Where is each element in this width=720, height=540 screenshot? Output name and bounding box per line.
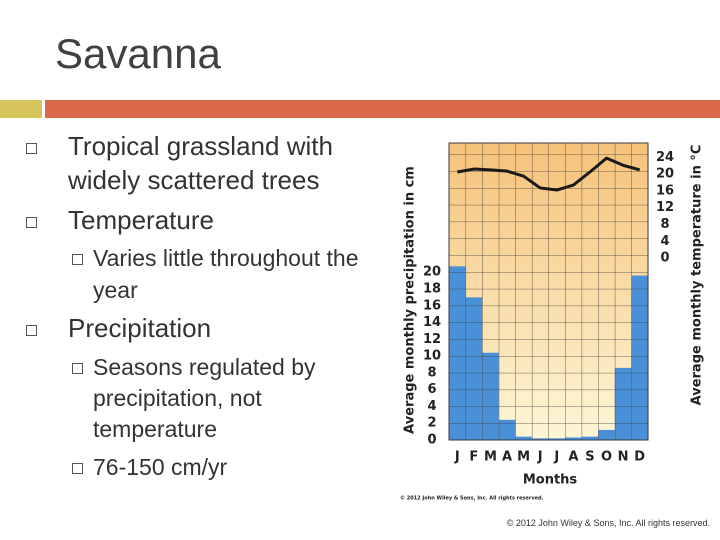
bullet: Temperature: [20, 204, 380, 238]
bullet: Varies little throughout the year: [20, 243, 380, 306]
y2-tick-label: 8: [660, 217, 669, 232]
y-tick-label: 4: [427, 399, 436, 414]
bullet-text: Varies little throughout the year: [93, 245, 359, 303]
x-tick-label: M: [517, 450, 530, 465]
x-tick-label: D: [634, 450, 645, 465]
x-tick-label: J: [537, 450, 543, 465]
y2-tick-label: 24: [656, 150, 674, 165]
y-tick-label: 18: [423, 281, 441, 296]
bullet-marker: [26, 324, 37, 336]
y2-tick-label: 0: [660, 251, 669, 266]
bullet-marker: [72, 254, 83, 266]
temperature-line: [457, 156, 641, 192]
bullet: Precipitation: [20, 312, 380, 346]
slide-title: Savanna: [55, 30, 221, 77]
bullet-marker: [26, 216, 37, 228]
x-tick-label: A: [502, 450, 512, 465]
y-tick-label: 20: [423, 265, 441, 280]
bullet-text: Seasons regulated by precipitation, not …: [93, 353, 316, 443]
y2-tick-label: 16: [656, 183, 674, 198]
y2-tick-label: 4: [660, 234, 669, 249]
y-tick-label: 0: [427, 433, 436, 448]
bullet: 76-150 cm/yr: [20, 452, 380, 483]
y-tick-label: 2: [427, 416, 436, 431]
bullet-text: Temperature: [68, 204, 214, 235]
bullet-text: Tropical grassland with widely scattered…: [68, 131, 333, 195]
bullet-list: Tropical grassland with widely scattered…: [20, 130, 380, 489]
x-tick-label: A: [568, 450, 578, 465]
plot-grid: [448, 142, 649, 441]
chart-credit: © 2012 John Wiley & Sons, Inc. All right…: [400, 496, 544, 502]
x-tick-label: F: [469, 450, 478, 465]
y-tick-label: 6: [427, 382, 436, 397]
x-tick-label: M: [484, 450, 497, 465]
footer: © 2012 John Wiley & Sons, Inc. All right…: [506, 518, 710, 528]
y2-tick-label: 12: [656, 200, 674, 215]
x-tick-label: J: [454, 450, 460, 465]
bullet: Seasons regulated by precipitation, not …: [20, 352, 380, 446]
x-tick-label: S: [585, 450, 594, 465]
x-tick-label: O: [601, 450, 612, 465]
y-axis-title: Average monthly precipitation in cm: [403, 166, 418, 434]
y2-axis-title: Average monthly temperature in °C: [690, 145, 705, 406]
bullet-marker: [26, 143, 37, 154]
bullet: Tropical grassland with widely scattered…: [20, 130, 380, 198]
bullet-text: Precipitation: [68, 312, 212, 343]
y2-tick-label: 20: [656, 167, 674, 182]
accent-bar: [0, 100, 42, 118]
y-tick-label: 16: [423, 298, 441, 313]
bullet-marker: [72, 462, 83, 474]
y-tick-label: 8: [427, 365, 436, 380]
bullet-marker: [72, 362, 83, 374]
x-tick-label: N: [618, 450, 629, 465]
x-axis-title: Months: [523, 473, 578, 488]
x-tick-label: J: [553, 450, 559, 465]
bullet-text: 76-150 cm/yr: [93, 453, 228, 480]
y-tick-label: 10: [423, 349, 441, 364]
y-tick-label: 12: [423, 332, 441, 347]
accent-bar: [45, 100, 720, 118]
y-tick-label: 14: [423, 315, 441, 330]
